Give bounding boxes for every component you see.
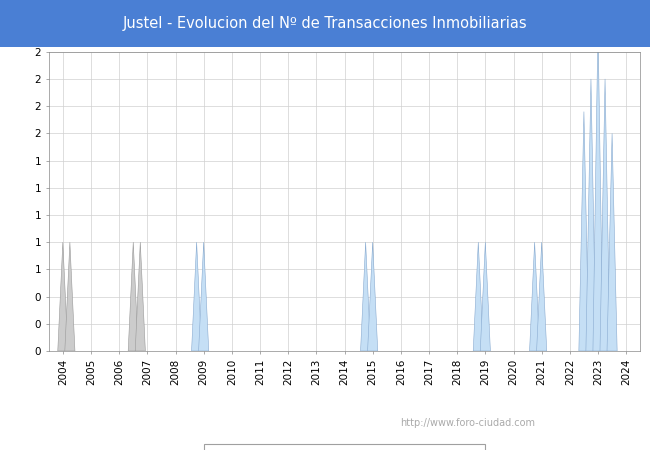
Polygon shape <box>58 242 68 351</box>
Polygon shape <box>586 79 596 351</box>
Polygon shape <box>128 242 138 351</box>
Polygon shape <box>473 242 484 351</box>
Text: http://www.foro-ciudad.com: http://www.foro-ciudad.com <box>400 418 536 428</box>
Polygon shape <box>361 242 370 351</box>
Text: Justel - Evolucion del Nº de Transacciones Inmobiliarias: Justel - Evolucion del Nº de Transaccion… <box>123 16 527 31</box>
Legend: Viviendas Nuevas, Viviendas Usadas: Viviendas Nuevas, Viviendas Usadas <box>203 444 486 450</box>
Polygon shape <box>65 242 75 351</box>
Polygon shape <box>135 242 146 351</box>
Polygon shape <box>593 25 603 351</box>
Polygon shape <box>537 242 547 351</box>
Polygon shape <box>600 79 610 351</box>
Polygon shape <box>368 242 378 351</box>
Polygon shape <box>199 242 209 351</box>
Polygon shape <box>192 242 202 351</box>
Polygon shape <box>480 242 490 351</box>
Polygon shape <box>607 133 617 351</box>
Polygon shape <box>579 112 589 351</box>
Polygon shape <box>530 242 540 351</box>
